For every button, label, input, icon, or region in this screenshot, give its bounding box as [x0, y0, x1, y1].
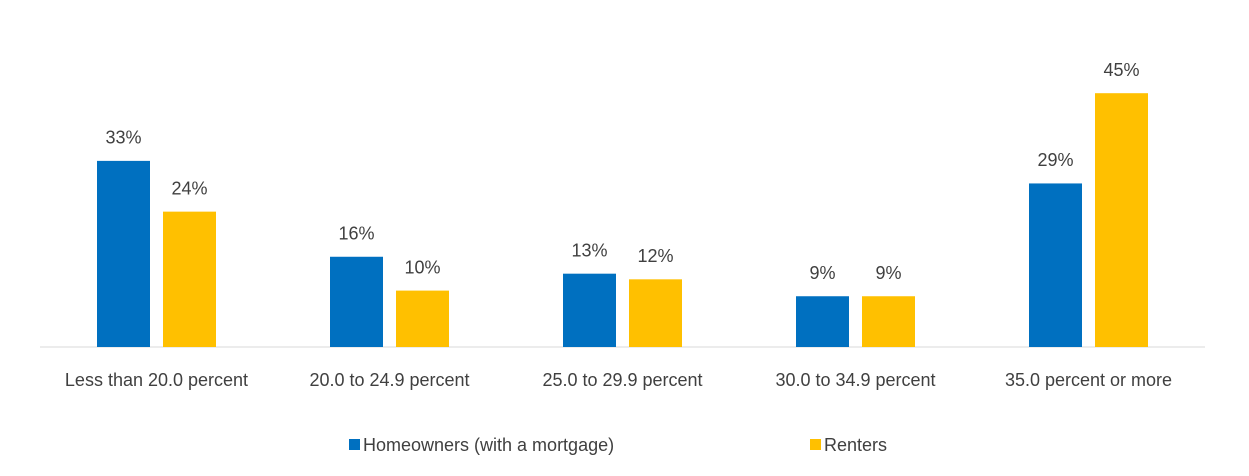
x-tick-label: 35.0 percent or more	[1005, 370, 1172, 390]
data-label: 16%	[338, 224, 374, 244]
legend-swatch	[810, 439, 821, 450]
bar	[97, 160, 150, 347]
x-tick-label: 30.0 to 34.9 percent	[775, 370, 935, 390]
bar	[396, 290, 449, 347]
x-tick-label: Less than 20.0 percent	[65, 370, 248, 390]
data-label: 13%	[571, 240, 607, 260]
bar	[862, 296, 915, 347]
data-label: 33%	[105, 128, 141, 148]
bar	[330, 256, 383, 347]
bar	[1029, 183, 1082, 347]
legend-label: Homeowners (with a mortgage)	[363, 435, 614, 455]
data-label: 24%	[171, 178, 207, 198]
bar	[796, 296, 849, 347]
legend-swatch	[349, 439, 360, 450]
data-label: 12%	[637, 246, 673, 266]
data-label: 9%	[809, 263, 835, 283]
bar	[163, 211, 216, 347]
data-label: 10%	[404, 257, 440, 277]
x-tick-label: 25.0 to 29.9 percent	[542, 370, 702, 390]
data-label: 45%	[1103, 60, 1139, 80]
data-label: 9%	[875, 263, 901, 283]
bar	[1095, 93, 1148, 347]
data-label: 29%	[1037, 150, 1073, 170]
bar	[563, 273, 616, 347]
bar	[629, 279, 682, 347]
x-tick-label: 20.0 to 24.9 percent	[309, 370, 469, 390]
legend-label: Renters	[824, 435, 887, 455]
